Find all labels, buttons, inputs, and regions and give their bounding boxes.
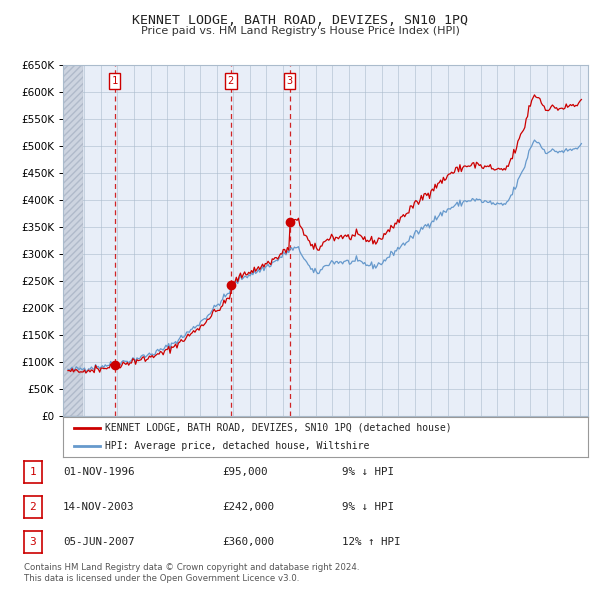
Text: This data is licensed under the Open Government Licence v3.0.: This data is licensed under the Open Gov… [24,573,299,583]
Text: £360,000: £360,000 [222,537,274,547]
Text: KENNET LODGE, BATH ROAD, DEVIZES, SN10 1PQ (detached house): KENNET LODGE, BATH ROAD, DEVIZES, SN10 1… [105,423,452,433]
Text: 2: 2 [29,502,37,512]
Text: 1: 1 [112,76,118,86]
Text: 12% ↑ HPI: 12% ↑ HPI [342,537,401,547]
Text: 2: 2 [228,76,234,86]
Text: 05-JUN-2007: 05-JUN-2007 [63,537,134,547]
Text: 3: 3 [29,537,37,547]
Text: HPI: Average price, detached house, Wiltshire: HPI: Average price, detached house, Wilt… [105,441,370,451]
Text: 3: 3 [287,76,293,86]
Text: £95,000: £95,000 [222,467,268,477]
Text: 9% ↓ HPI: 9% ↓ HPI [342,502,394,512]
Text: Price paid vs. HM Land Registry's House Price Index (HPI): Price paid vs. HM Land Registry's House … [140,26,460,35]
Text: 9% ↓ HPI: 9% ↓ HPI [342,467,394,477]
Text: KENNET LODGE, BATH ROAD, DEVIZES, SN10 1PQ: KENNET LODGE, BATH ROAD, DEVIZES, SN10 1… [132,14,468,27]
Text: 14-NOV-2003: 14-NOV-2003 [63,502,134,512]
Text: £242,000: £242,000 [222,502,274,512]
Text: Contains HM Land Registry data © Crown copyright and database right 2024.: Contains HM Land Registry data © Crown c… [24,563,359,572]
Text: 01-NOV-1996: 01-NOV-1996 [63,467,134,477]
Text: 1: 1 [29,467,37,477]
